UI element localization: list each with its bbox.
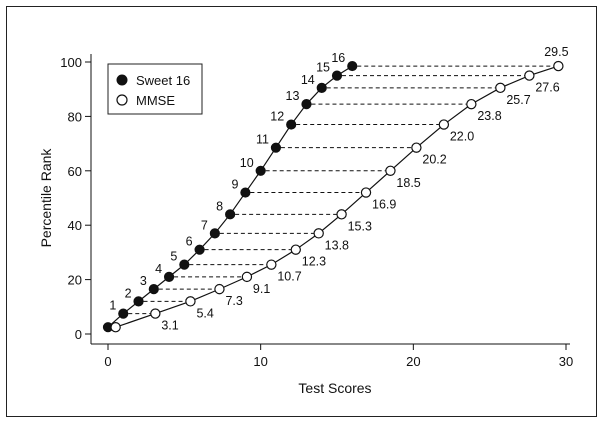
point-sweet16	[133, 296, 144, 307]
point-label-mmse: 20.2	[422, 153, 446, 167]
point-mmse	[150, 308, 161, 319]
point-mmse	[266, 259, 277, 270]
legend-marker-mmse	[116, 94, 128, 106]
point-label-sweet16: 2	[125, 286, 132, 300]
point-label-mmse: 25.7	[506, 93, 530, 107]
point-sweet16	[163, 271, 175, 282]
point-mmse	[241, 271, 253, 283]
legend: Sweet 16 MMSE	[107, 63, 203, 115]
point-mmse	[360, 187, 372, 198]
point-label-sweet16: 10	[240, 156, 254, 170]
point-label-sweet16: 11	[256, 133, 269, 147]
legend-marker-sweet16	[116, 74, 128, 86]
y-tick-label: 60	[68, 164, 82, 179]
point-label-sweet16: 9	[231, 178, 238, 192]
point-label-sweet16: 16	[331, 51, 345, 65]
point-mmse	[524, 70, 535, 81]
y-tick-label: 0	[75, 327, 82, 342]
point-sweet16	[270, 142, 282, 153]
point-label-sweet16: 4	[155, 262, 162, 276]
point-mmse	[313, 228, 324, 239]
point-mmse	[290, 244, 301, 255]
point-mmse	[385, 165, 396, 176]
x-axis-label: Test Scores	[298, 380, 371, 396]
point-mmse	[185, 296, 196, 307]
point-label-mmse: 13.8	[325, 238, 349, 252]
point-sweet16	[118, 308, 129, 319]
point-label-sweet16: 14	[301, 73, 315, 87]
point-label-mmse: 16.9	[372, 198, 396, 212]
point-sweet16	[209, 228, 220, 239]
legend-box	[107, 63, 203, 115]
point-label-mmse: 10.7	[277, 270, 301, 284]
point-mmse	[466, 98, 477, 110]
point-sweet16	[255, 165, 266, 176]
y-axis-label: Percentile Rank	[38, 148, 54, 248]
point-label-sweet16: 6	[186, 235, 193, 249]
point-mmse	[553, 60, 564, 72]
point-label-mmse: 15.3	[348, 219, 372, 233]
point-mmse	[214, 283, 225, 295]
point-sweet16	[347, 60, 358, 72]
x-tick-label: 0	[104, 354, 111, 369]
point-label-mmse: 12.3	[302, 255, 326, 269]
point-sweet16	[331, 70, 343, 81]
point-label-sweet16: 5	[170, 250, 177, 264]
legend-label-sweet16: Sweet 16	[136, 73, 190, 88]
point-label-mmse: 5.4	[196, 306, 213, 320]
point-label-mmse: 22.0	[450, 130, 474, 144]
x-tick-label: 10	[253, 354, 267, 369]
point-label-sweet16: 8	[216, 199, 223, 213]
x-tick-label: 30	[559, 354, 573, 369]
point-label-sweet16: 15	[316, 61, 330, 75]
figure-border	[6, 6, 597, 417]
point-label-sweet16: 3	[140, 274, 147, 288]
point-label-sweet16: 7	[201, 218, 208, 232]
point-label-mmse: 29.5	[544, 45, 568, 59]
point-sweet16	[148, 284, 159, 295]
y-tick-label: 40	[68, 218, 82, 233]
point-label-mmse: 27.6	[535, 81, 559, 95]
point-mmse	[110, 322, 121, 333]
point-mmse	[438, 119, 450, 130]
point-sweet16	[179, 259, 190, 270]
point-mmse	[336, 209, 347, 220]
y-tick-label: 20	[68, 273, 82, 288]
point-label-mmse: 7.3	[225, 294, 242, 308]
point-sweet16	[316, 82, 327, 93]
point-label-sweet16: 1	[109, 299, 116, 313]
point-sweet16	[240, 187, 251, 198]
legend-label-mmse: MMSE	[136, 93, 175, 108]
point-sweet16	[194, 244, 205, 255]
y-tick-label: 100	[60, 55, 82, 70]
point-label-mmse: 9.1	[253, 282, 270, 296]
point-label-sweet16: 12	[270, 110, 284, 124]
point-label-mmse: 3.1	[161, 319, 178, 333]
y-tick-label: 80	[68, 109, 82, 124]
point-sweet16	[301, 99, 312, 110]
point-mmse	[411, 142, 422, 153]
point-sweet16	[225, 209, 236, 220]
x-tick-label: 20	[406, 354, 420, 369]
point-label-sweet16: 13	[286, 89, 300, 103]
point-label-mmse: 18.5	[396, 176, 420, 190]
point-mmse	[495, 82, 506, 94]
point-label-mmse: 23.8	[477, 109, 501, 123]
point-sweet16	[286, 119, 297, 130]
